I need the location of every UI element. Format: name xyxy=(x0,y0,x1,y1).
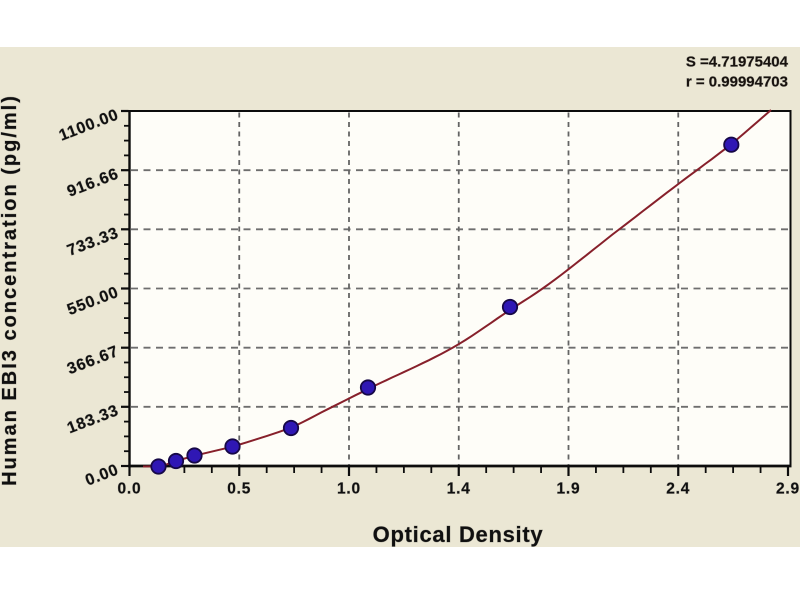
svg-text:Optical Density: Optical Density xyxy=(373,522,544,547)
svg-text:r = 0.99994703: r = 0.99994703 xyxy=(686,74,788,91)
svg-text:Human EBI3 concentration (pg/m: Human EBI3 concentration (pg/ml) xyxy=(0,94,21,486)
svg-text:2.4: 2.4 xyxy=(666,481,690,498)
svg-text:0.5: 0.5 xyxy=(227,481,251,498)
svg-text:0.0: 0.0 xyxy=(118,481,142,498)
svg-text:1.0: 1.0 xyxy=(337,481,361,498)
svg-text:1.4: 1.4 xyxy=(447,481,471,498)
svg-text:1.9: 1.9 xyxy=(557,481,581,498)
svg-text:S =4.71975404: S =4.71975404 xyxy=(686,54,789,71)
svg-text:2.9: 2.9 xyxy=(776,481,800,498)
